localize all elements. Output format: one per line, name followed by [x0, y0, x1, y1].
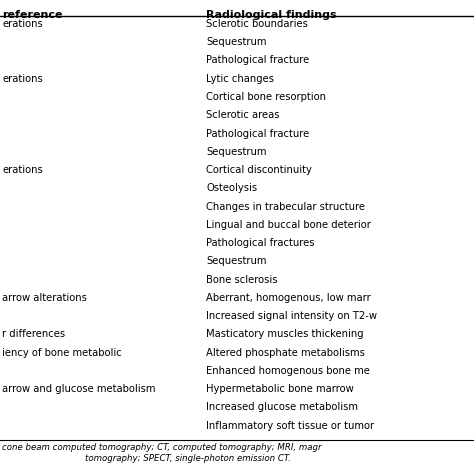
Text: Sclerotic boundaries: Sclerotic boundaries	[206, 19, 308, 29]
Text: Aberrant, homogenous, low marr: Aberrant, homogenous, low marr	[206, 293, 371, 303]
Text: erations: erations	[2, 74, 43, 84]
Text: Sequestrum: Sequestrum	[206, 37, 267, 47]
Text: Lytic changes: Lytic changes	[206, 74, 274, 84]
Text: Pathological fracture: Pathological fracture	[206, 55, 310, 65]
Text: Lingual and buccal bone deterior: Lingual and buccal bone deterior	[206, 220, 371, 230]
Text: Pathological fracture: Pathological fracture	[206, 128, 310, 138]
Text: Changes in trabecular structure: Changes in trabecular structure	[206, 201, 365, 211]
Text: Increased glucose metabolism: Increased glucose metabolism	[206, 402, 358, 412]
Text: r differences: r differences	[2, 329, 65, 339]
Text: Sequestrum: Sequestrum	[206, 256, 267, 266]
Text: Hypermetabolic bone marrow: Hypermetabolic bone marrow	[206, 384, 354, 394]
Text: cone beam computed tomography; CT, computed tomography; MRI, magr: cone beam computed tomography; CT, compu…	[2, 443, 322, 452]
Text: Increased signal intensity on T2-w: Increased signal intensity on T2-w	[206, 311, 377, 321]
Text: Inflammatory soft tissue or tumor: Inflammatory soft tissue or tumor	[206, 420, 374, 431]
Text: arrow alterations: arrow alterations	[2, 293, 87, 303]
Text: erations: erations	[2, 165, 43, 175]
Text: Cortical discontinuity: Cortical discontinuity	[206, 165, 312, 175]
Text: Enhanced homogenous bone me: Enhanced homogenous bone me	[206, 366, 370, 376]
Text: Pathological fractures: Pathological fractures	[206, 238, 315, 248]
Text: Masticatory muscles thickening: Masticatory muscles thickening	[206, 329, 364, 339]
Text: reference: reference	[2, 10, 63, 20]
Text: Altered phosphate metabolisms: Altered phosphate metabolisms	[206, 347, 365, 357]
Text: erations: erations	[2, 19, 43, 29]
Text: Osteolysis: Osteolysis	[206, 183, 257, 193]
Text: Sclerotic areas: Sclerotic areas	[206, 110, 280, 120]
Text: Radiological findings: Radiological findings	[206, 10, 337, 20]
Text: Sequestrum: Sequestrum	[206, 147, 267, 157]
Text: arrow and glucose metabolism: arrow and glucose metabolism	[2, 384, 156, 394]
Text: Bone sclerosis: Bone sclerosis	[206, 274, 278, 284]
Text: Cortical bone resorption: Cortical bone resorption	[206, 92, 326, 102]
Text: iency of bone metabolic: iency of bone metabolic	[2, 347, 122, 357]
Text: tomography; SPECT, single-photon emission CT.: tomography; SPECT, single-photon emissio…	[85, 454, 291, 463]
